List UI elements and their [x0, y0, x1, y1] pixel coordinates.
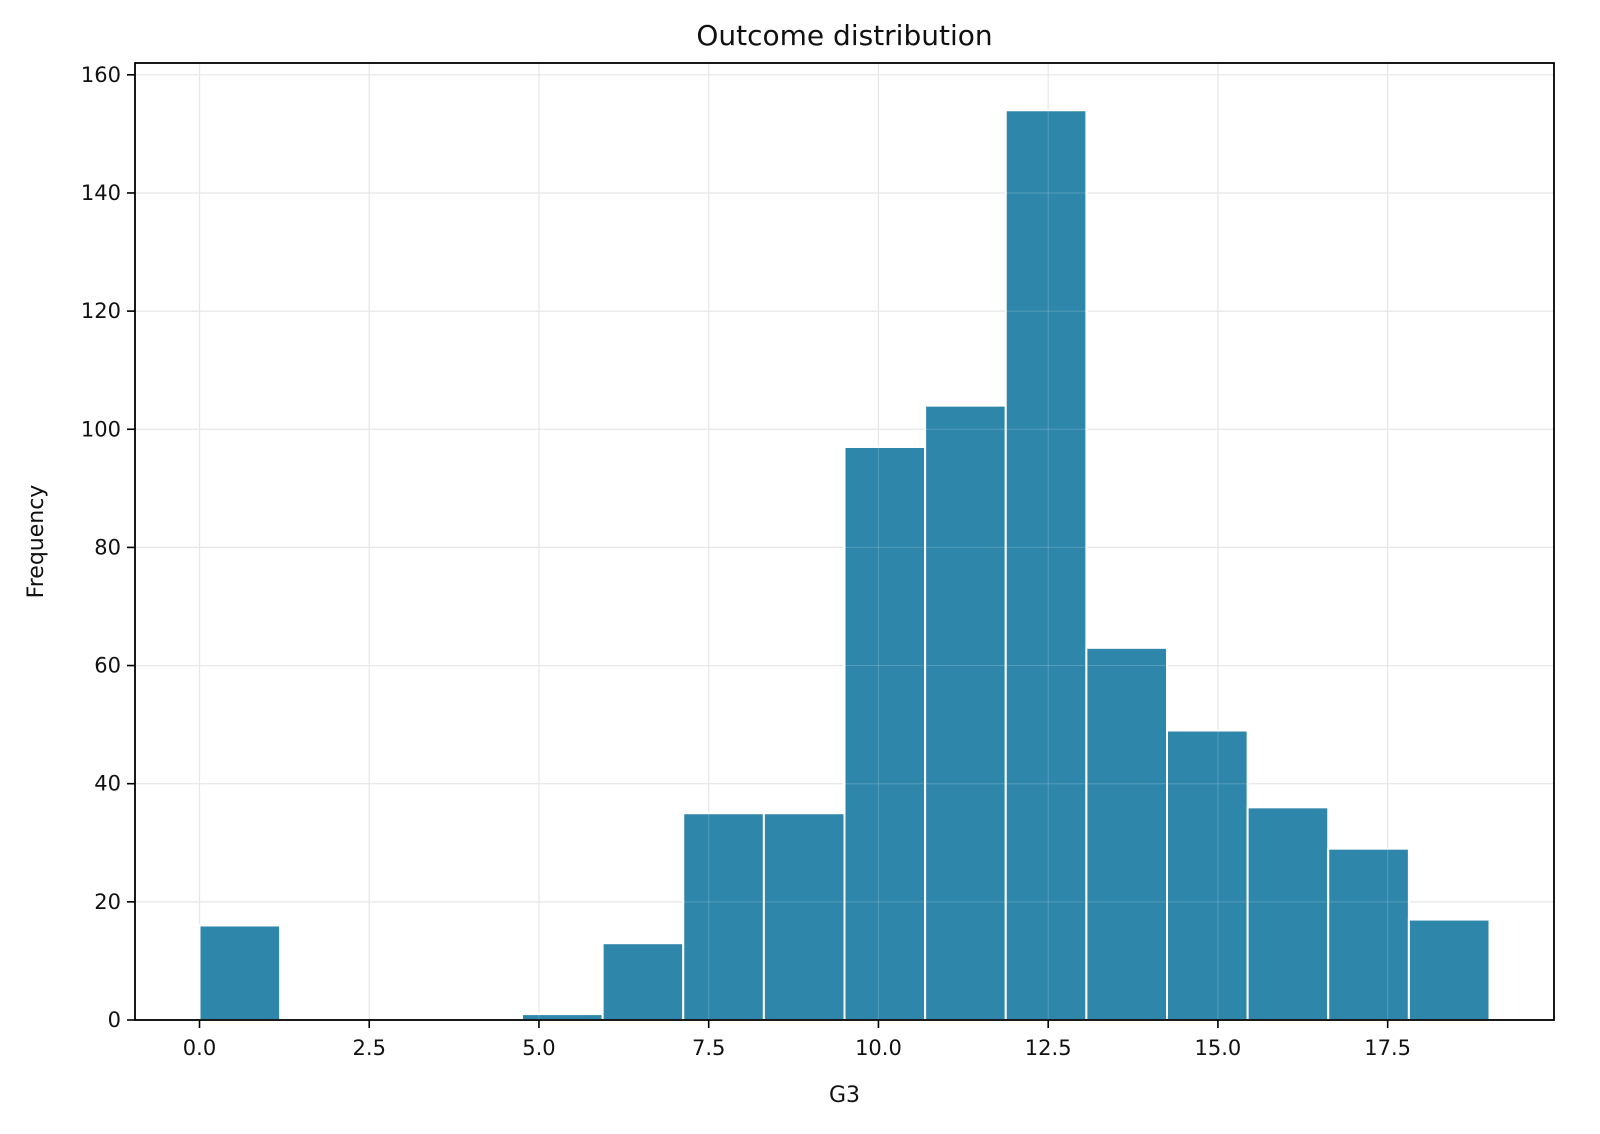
histogram-bar — [1004, 109, 1088, 1021]
histogram-bar — [1166, 729, 1249, 1021]
bars — [198, 109, 1491, 1022]
x-axis-label: G3 — [829, 1083, 860, 1108]
x-tick-label: 7.5 — [692, 1036, 725, 1060]
x-tick-label: 5.0 — [522, 1036, 555, 1060]
x-tick-label: 2.5 — [353, 1036, 386, 1060]
y-axis-label: Frequency — [24, 485, 49, 599]
y-axis-ticks: 0 20 40 60 80 100 120 140 160 — [81, 63, 135, 1032]
y-tick-label: 0 — [108, 1008, 121, 1032]
histogram-bar — [601, 942, 685, 1021]
chart-title: Outcome distribution — [696, 19, 992, 52]
histogram-bar — [1327, 847, 1410, 1021]
histogram-bar — [924, 404, 1007, 1021]
grid-overlay — [135, 63, 1554, 1021]
x-tick-label: 0.0 — [183, 1036, 216, 1060]
plot-frame — [134, 62, 1555, 1021]
y-tick-label: 20 — [94, 890, 121, 914]
y-tick-label: 60 — [94, 654, 121, 678]
y-tick-label: 100 — [81, 417, 121, 441]
y-tick-label: 120 — [81, 299, 121, 323]
histogram-bar — [198, 924, 282, 1022]
y-tick-label: 140 — [81, 181, 121, 205]
x-tick-label: 15.0 — [1195, 1036, 1242, 1060]
x-axis-ticks: 0.0 2.5 5.0 7.5 10.0 12.5 15.0 17.5 — [183, 1020, 1411, 1060]
y-tick-label: 80 — [94, 535, 121, 559]
y-tick-label: 40 — [94, 772, 121, 796]
x-tick-label: 17.5 — [1364, 1036, 1411, 1060]
histogram-bar — [1246, 806, 1330, 1021]
histogram-bar — [762, 812, 846, 1021]
histogram-bar — [843, 445, 927, 1021]
x-tick-label: 12.5 — [1025, 1036, 1072, 1060]
histogram-bar — [1085, 646, 1168, 1021]
x-tick-label: 10.0 — [855, 1036, 902, 1060]
histogram-bar — [682, 812, 765, 1021]
histogram-bar — [1407, 918, 1491, 1022]
y-tick-label: 160 — [81, 63, 121, 87]
